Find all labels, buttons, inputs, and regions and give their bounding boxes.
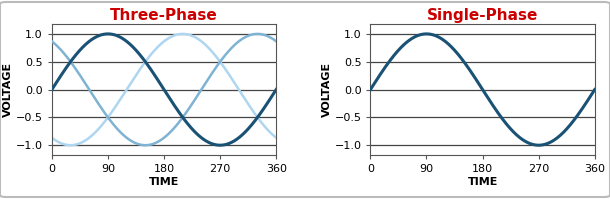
Title: Three-Phase: Three-Phase	[110, 8, 218, 23]
Y-axis label: VOLTAGE: VOLTAGE	[321, 62, 332, 117]
Title: Single-Phase: Single-Phase	[427, 8, 538, 23]
X-axis label: TIME: TIME	[149, 177, 179, 187]
Y-axis label: VOLTAGE: VOLTAGE	[3, 62, 13, 117]
X-axis label: TIME: TIME	[467, 177, 498, 187]
